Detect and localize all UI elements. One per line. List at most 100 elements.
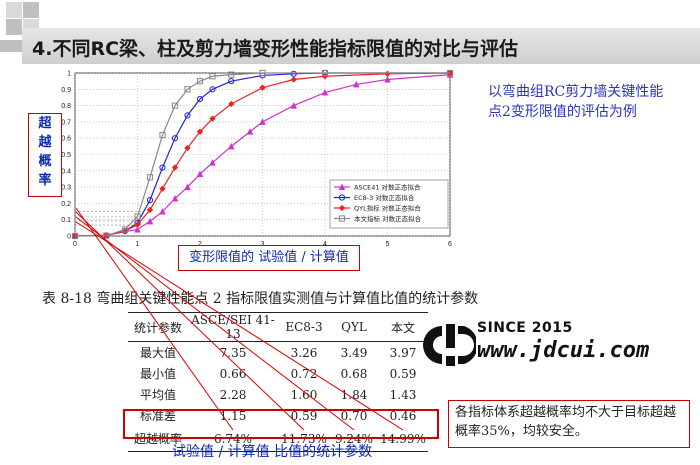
table-cell: 0.66 (219, 366, 247, 381)
exceedance-chart: 012345600.10.20.30.40.50.60.70.80.91ASCE… (61, 69, 454, 248)
page-title: 4.不同RC梁、柱及剪力墙变形性能指标限值的对比与评估 (32, 38, 519, 60)
data-point (259, 69, 266, 77)
legend-label: 本文指标 对数正态拟合 (354, 214, 422, 223)
data-point (196, 128, 204, 135)
data-point (209, 86, 216, 93)
y-tick-label: 0.2 (61, 201, 71, 208)
data-point (184, 183, 191, 191)
y-axis-label-box: 超 越 概 率 (28, 113, 62, 197)
data-point (259, 84, 266, 91)
table-caption: 表 8-18 弯曲组关键性能点 2 指标限值实测值与计算值比值的统计参数 (42, 291, 479, 307)
legend-label: ASCE41 对数正态拟合 (354, 183, 421, 192)
y-tick-label: 0.1 (61, 217, 71, 224)
site-logo (423, 324, 476, 366)
table-cell: 平均值 (139, 388, 176, 402)
data-point (146, 197, 154, 204)
data-point (159, 164, 166, 171)
table-cell: 1.60 (290, 387, 318, 402)
table-cell: 3.26 (290, 345, 318, 360)
y-tick-label: 0 (67, 234, 71, 241)
data-point (171, 195, 179, 202)
data-point (196, 170, 204, 178)
table-cell: 1.84 (340, 387, 368, 402)
bottom-caption: 试验值 / 计算值 比值的统计参数 (172, 444, 373, 460)
x-tick-label: 5 (386, 241, 390, 248)
data-point (321, 69, 329, 77)
legend-label: EC8-3 对数正态拟合 (354, 193, 415, 202)
data-point (290, 102, 297, 109)
deco-square (23, 2, 39, 18)
title-accent (0, 40, 22, 52)
table-cell: 0.72 (290, 366, 318, 381)
table-row: 平均值 2.28 1.60 1.84 1.43 (128, 384, 428, 405)
table-header-row: 统计参数 ASCE/SEI 41-13 EC8-3 QYL 本文 (128, 312, 428, 342)
data-point (228, 142, 235, 150)
table-header-cell: ASCE/SEI 41-13 (188, 312, 278, 342)
y-axis-label-char: 越 (38, 135, 52, 150)
data-point (196, 95, 204, 103)
y-axis-label-char: 率 (38, 173, 52, 188)
data-point (159, 131, 166, 139)
data-point (209, 73, 216, 80)
exceedance-row-highlight (123, 409, 439, 439)
y-tick-label: 0.3 (61, 185, 71, 192)
conclusion-box: 各指标体系超越概率均不大于目标超越概率35%，均较安全。 (448, 400, 690, 448)
y-tick-label: 0.9 (61, 87, 71, 94)
table-cell: 2.28 (219, 387, 247, 402)
table-cell: 7.35 (219, 345, 247, 360)
data-point (171, 135, 179, 142)
data-point (353, 80, 360, 88)
deco-square (6, 2, 22, 18)
data-point (184, 144, 191, 152)
data-point (338, 204, 346, 212)
table-cell: 最大值 (139, 346, 176, 360)
data-point (146, 174, 154, 181)
data-point (228, 100, 235, 108)
logo-since: SINCE 2015 (477, 320, 573, 336)
data-point (228, 78, 235, 85)
title-bar (22, 28, 700, 64)
data-point (338, 194, 346, 201)
data-point (184, 86, 191, 93)
y-tick-label: 0.7 (61, 119, 71, 126)
table-cell: 3.49 (340, 345, 368, 360)
example-note: 以弯曲组RC剪力墙关键性能点2变形限值的评估为例 (488, 84, 664, 120)
table-row: 最大值 7.35 3.26 3.49 3.97 (128, 342, 428, 364)
data-point (321, 89, 329, 96)
table-header-cell: 统计参数 (128, 312, 188, 342)
x-tick-label: 6 (448, 241, 452, 248)
table-row: 最小值 0.66 0.72 0.68 0.59 (128, 363, 428, 384)
y-axis-label-char: 概 (38, 154, 52, 169)
data-point (159, 185, 166, 192)
data-point (446, 69, 454, 77)
logo-url: www.jdcui.com (477, 338, 650, 363)
data-point (209, 115, 216, 122)
data-point (196, 78, 204, 85)
y-tick-label: 0.5 (61, 152, 71, 159)
data-point (290, 76, 297, 83)
x-axis-label: 变形限值的 试验值 / 计算值 (178, 245, 360, 271)
y-tick-label: 0.4 (61, 168, 71, 175)
data-point (246, 128, 254, 135)
x-tick-label: 0 (73, 241, 77, 248)
table-header-cell: EC8-3 (278, 312, 330, 342)
y-axis-label-char: 超 (38, 116, 52, 131)
data-point (384, 76, 391, 83)
legend-label: QYL指标 对数正态拟合 (354, 204, 421, 213)
y-tick-label: 1 (67, 71, 71, 78)
data-point (338, 183, 346, 190)
data-point (259, 118, 266, 125)
table-cell: 最小值 (139, 367, 176, 381)
y-tick-label: 0.8 (61, 103, 71, 110)
table-header-cell: QYL (330, 312, 378, 342)
data-point (171, 102, 179, 109)
y-tick-label: 0.6 (61, 136, 71, 143)
data-point (171, 164, 179, 171)
data-point (184, 112, 191, 119)
table-cell: 0.68 (340, 366, 368, 381)
data-point (228, 71, 235, 78)
table-cell: 1.43 (389, 387, 417, 402)
x-tick-label: 1 (136, 241, 140, 248)
deco-square (6, 19, 22, 35)
data-point (209, 159, 216, 166)
